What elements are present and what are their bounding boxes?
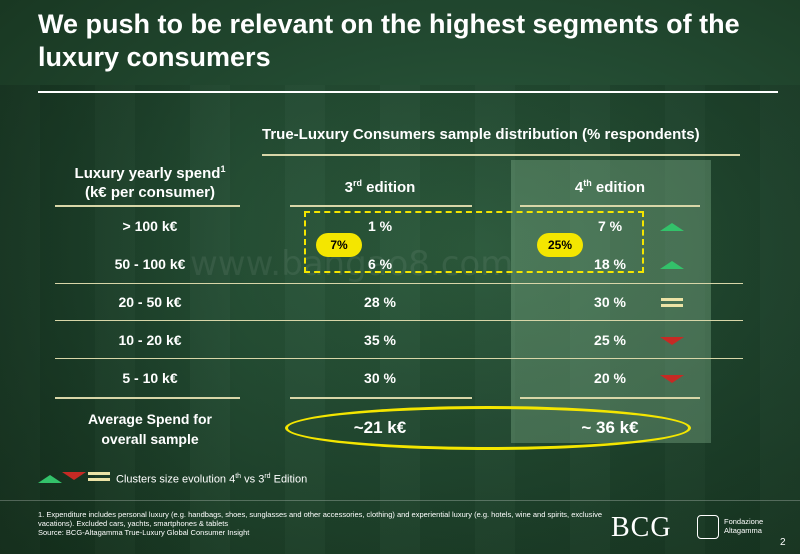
- col4-underline: [520, 205, 700, 207]
- top-segments-dashed-box: [304, 211, 644, 273]
- legend-mid: vs 3: [241, 473, 265, 486]
- row-fourth-value: 20 %: [594, 370, 626, 386]
- average-third-value: ~21 k€: [353, 418, 407, 437]
- row-header-line1: Luxury yearly spend: [74, 165, 221, 182]
- col3-word: edition: [362, 179, 416, 196]
- row-label: 50 - 100 k€: [114, 256, 186, 272]
- background-photo: [0, 85, 800, 554]
- row-header: Luxury yearly spend1 (k€ per consumer): [55, 160, 245, 202]
- col3-underline: [290, 205, 472, 207]
- col4-num: 4: [574, 179, 584, 196]
- average-label-line2: overall sample: [101, 431, 199, 447]
- row-third-value: 30 %: [364, 370, 396, 386]
- row-fourth-value: 30 %: [594, 294, 626, 310]
- row-label: 10 - 20 k€: [118, 332, 182, 348]
- trend-down-icon: [660, 337, 684, 345]
- trend-up-icon: [660, 223, 684, 231]
- row-fourth-value: 25 %: [594, 332, 626, 348]
- title-divider: [38, 91, 778, 93]
- legend-down-icon: [62, 472, 86, 480]
- footnote-source: Source: BCG-Altagamma True-Luxury Global…: [38, 528, 250, 537]
- altagamma-logo-text: Fondazione Altagamma: [724, 517, 763, 535]
- legend-prefix: Clusters size evolution 4: [116, 473, 236, 486]
- section-divider: [290, 397, 472, 399]
- fourth-edition-highlight: [511, 160, 711, 443]
- row-divider: [55, 283, 743, 284]
- legend-sup1: th: [235, 473, 242, 480]
- trend-up-icon: [660, 261, 684, 269]
- section-divider: [520, 397, 700, 399]
- slide-title: We push to be relevant on the highest se…: [38, 9, 740, 72]
- col3-num: 3: [344, 179, 353, 196]
- page-number: 2: [780, 537, 786, 548]
- row-fourth-value: 7 %: [597, 218, 623, 234]
- table-main-header: True-Luxury Consumers sample distributio…: [262, 126, 700, 143]
- legend-up-icon: [38, 475, 62, 483]
- legend-suffix: Edition: [270, 473, 308, 486]
- trend-equal-icon: [661, 298, 683, 307]
- row-divider: [55, 320, 743, 321]
- fondazione-line1: Fondazione: [724, 517, 764, 526]
- row-header-underline: [55, 205, 240, 207]
- row-label: > 100 k€: [122, 218, 178, 234]
- legend-equal-icon: [88, 472, 110, 481]
- footer-divider: [0, 500, 800, 501]
- average-spend-label: Average Spend for overall sample: [55, 409, 245, 449]
- col-header-4th-edition: 4th edition: [520, 178, 700, 196]
- average-spend-ellipse: [285, 406, 691, 450]
- row-label: 20 - 50 k€: [118, 294, 182, 310]
- altagamma-logo-icon: [697, 515, 719, 539]
- header-divider: [262, 154, 740, 156]
- row-header-footnote-mark: 1: [220, 164, 226, 174]
- section-divider: [55, 397, 240, 399]
- fourth-edition-top-share-pill: 25%: [537, 233, 583, 257]
- bcg-logo: BCG: [611, 512, 672, 543]
- footnote-line1: 1. Expenditure includes personal luxury …: [38, 510, 603, 528]
- average-label-line1: Average Spend for: [88, 411, 212, 427]
- col4-word: edition: [591, 179, 646, 196]
- row-label: 5 - 10 k€: [122, 370, 178, 386]
- row-third-value: 6 %: [367, 256, 393, 272]
- row-fourth-value: 18 %: [594, 256, 626, 272]
- average-fourth-value: ~ 36 k€: [581, 418, 639, 437]
- trend-down-icon: [660, 375, 684, 383]
- row-third-value: 28 %: [364, 294, 396, 310]
- col3-sup: rd: [353, 178, 362, 188]
- row-divider: [55, 358, 743, 359]
- fondazione-line2: Altagamma: [724, 526, 762, 535]
- col4-sup: th: [583, 178, 592, 188]
- footnote: 1. Expenditure includes personal luxury …: [38, 510, 608, 537]
- legend-sup2: rd: [264, 473, 271, 480]
- legend-text: Clusters size evolution 4th vs 3rd Editi…: [116, 473, 307, 486]
- third-edition-top-share-pill: 7%: [316, 233, 362, 257]
- col-header-3rd-edition: 3rd edition: [290, 178, 470, 196]
- row-third-value: 35 %: [364, 332, 396, 348]
- row-header-line2: (k€ per consumer): [84, 184, 216, 201]
- row-third-value: 1 %: [367, 218, 393, 234]
